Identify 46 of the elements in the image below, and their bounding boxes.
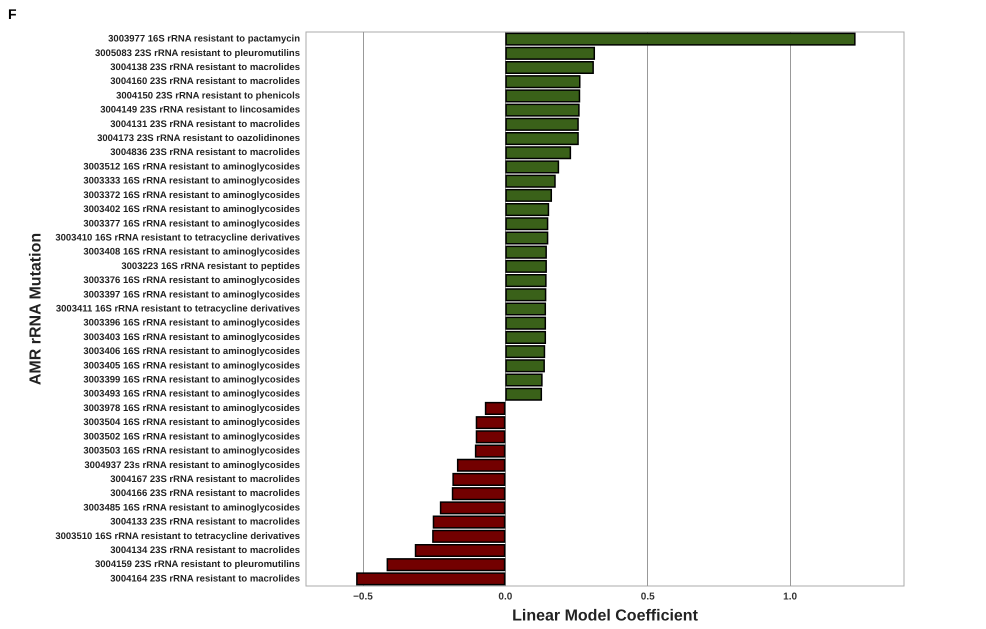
y-tick-label: 3004937 23s rRNA resistant to aminoglycosides bbox=[84, 460, 300, 471]
y-tick-label: 3003333 16S rRNA resistant to aminoglycosides bbox=[83, 176, 300, 187]
x-tick-label: 0.0 bbox=[498, 592, 513, 602]
y-tick-label: 3003411 16S rRNA resistant to tetracycline derivatives bbox=[56, 304, 300, 314]
y-tick-label: 3003493 16S rRNA resistant to aminoglycosides bbox=[83, 388, 300, 400]
y-tick-label: 3003406 16S rRNA resistant to aminoglycosides bbox=[83, 346, 300, 358]
y-tick-label: 3004836 23S rRNA resistant to macrolides bbox=[110, 147, 300, 158]
y-tick-label: 3004166 23S rRNA resistant to macrolides bbox=[110, 488, 300, 500]
y-tick-label: 3003376 16S rRNA resistant to aminoglycosides bbox=[83, 275, 300, 286]
y-tick-label: 3003485 16S rRNA resistant to aminoglycosides bbox=[83, 502, 300, 514]
x-axis-title: Linear Model Coefficient bbox=[512, 608, 699, 624]
y-tick-label: 3005083 23S rRNA resistant to pleuromutilins bbox=[94, 48, 300, 59]
y-tick-label: 3004173 23S rRNA resistant to oazolidinones bbox=[97, 133, 300, 144]
y-tick-label: 3003403 16S rRNA resistant to aminoglycosides bbox=[83, 332, 300, 343]
y-tick-label: 3003504 16S rRNA resistant to aminoglycosides bbox=[83, 417, 300, 428]
y-tick-label: 3003408 16S rRNA resistant to aminoglycosides bbox=[83, 246, 300, 258]
y-tick-label: 3003502 16S rRNA resistant to aminoglycosides bbox=[83, 431, 300, 442]
y-tick-label: 3003410 16S rRNA resistant to tetracycline derivatives bbox=[55, 232, 300, 244]
y-tick-label: 3003977 16S rRNA resistant to pactamycin bbox=[108, 34, 300, 45]
y-tick-label: 3004167 23S rRNA resistant to macrolides bbox=[110, 474, 300, 485]
y-tick-label: 3003510 16S rRNA resistant to tetracycline derivatives bbox=[55, 530, 300, 542]
x-tick-label: 1.0 bbox=[783, 592, 798, 602]
y-tick-label: 3003402 16S rRNA resistant to aminoglycosides bbox=[83, 204, 300, 216]
y-tick-label: 3004160 23S rRNA resistant to macrolides bbox=[110, 76, 300, 88]
y-tick-label: 3003377 16S rRNA resistant to aminoglycosides bbox=[83, 218, 300, 230]
y-tick-label: 3004159 23S rRNA resistant to pleuromutilins bbox=[94, 559, 300, 570]
x-tick-label: 0.5 bbox=[640, 592, 656, 602]
y-tick-label: 3003503 16S rRNA resistant to aminoglycosides bbox=[83, 446, 300, 457]
x-tick-label: −0.5 bbox=[353, 592, 374, 602]
y-tick-label: 3004138 23S rRNA resistant to macrolides bbox=[110, 62, 300, 74]
y-tick-label: 3003978 16S rRNA resistant to aminoglycosides bbox=[83, 402, 300, 414]
y-tick-label: 3004164 23S rRNA resistant to macrolides bbox=[110, 573, 300, 584]
y-tick-label: 3004134 23S rRNA resistant to macrolides bbox=[110, 544, 300, 556]
y-tick-label: 3003372 16S rRNA resistant to aminoglycosides bbox=[83, 190, 300, 201]
text: F bbox=[8, 6, 17, 22]
y-tick-label: 3004131 23S rRNA resistant to macrolides bbox=[110, 118, 300, 130]
y-tick-label: 3003405 16S rRNA resistant to aminoglycosides bbox=[83, 360, 300, 372]
y-tick-label: 3004150 23S rRNA resistant to phenicols bbox=[116, 90, 300, 102]
y-tick-label: 3003396 16S rRNA resistant to aminoglycosides bbox=[83, 318, 300, 329]
y-tick-label: 3004133 23S rRNA resistant to macrolides bbox=[110, 516, 300, 528]
y-axis-title: AMR rRNA Mutation bbox=[28, 232, 45, 386]
y-tick-label: 3004149 23S rRNA resistant to lincosamides bbox=[100, 104, 300, 116]
y-tick-label: 3003397 16S rRNA resistant to aminoglycosides bbox=[83, 289, 300, 300]
y-tick-label: 3003223 16S rRNA resistant to peptides bbox=[121, 260, 300, 272]
y-tick-label: 3003512 16S rRNA resistant to aminoglycosides bbox=[83, 161, 300, 172]
y-tick-label: 3003399 16S rRNA resistant to aminoglycosides bbox=[83, 374, 300, 386]
